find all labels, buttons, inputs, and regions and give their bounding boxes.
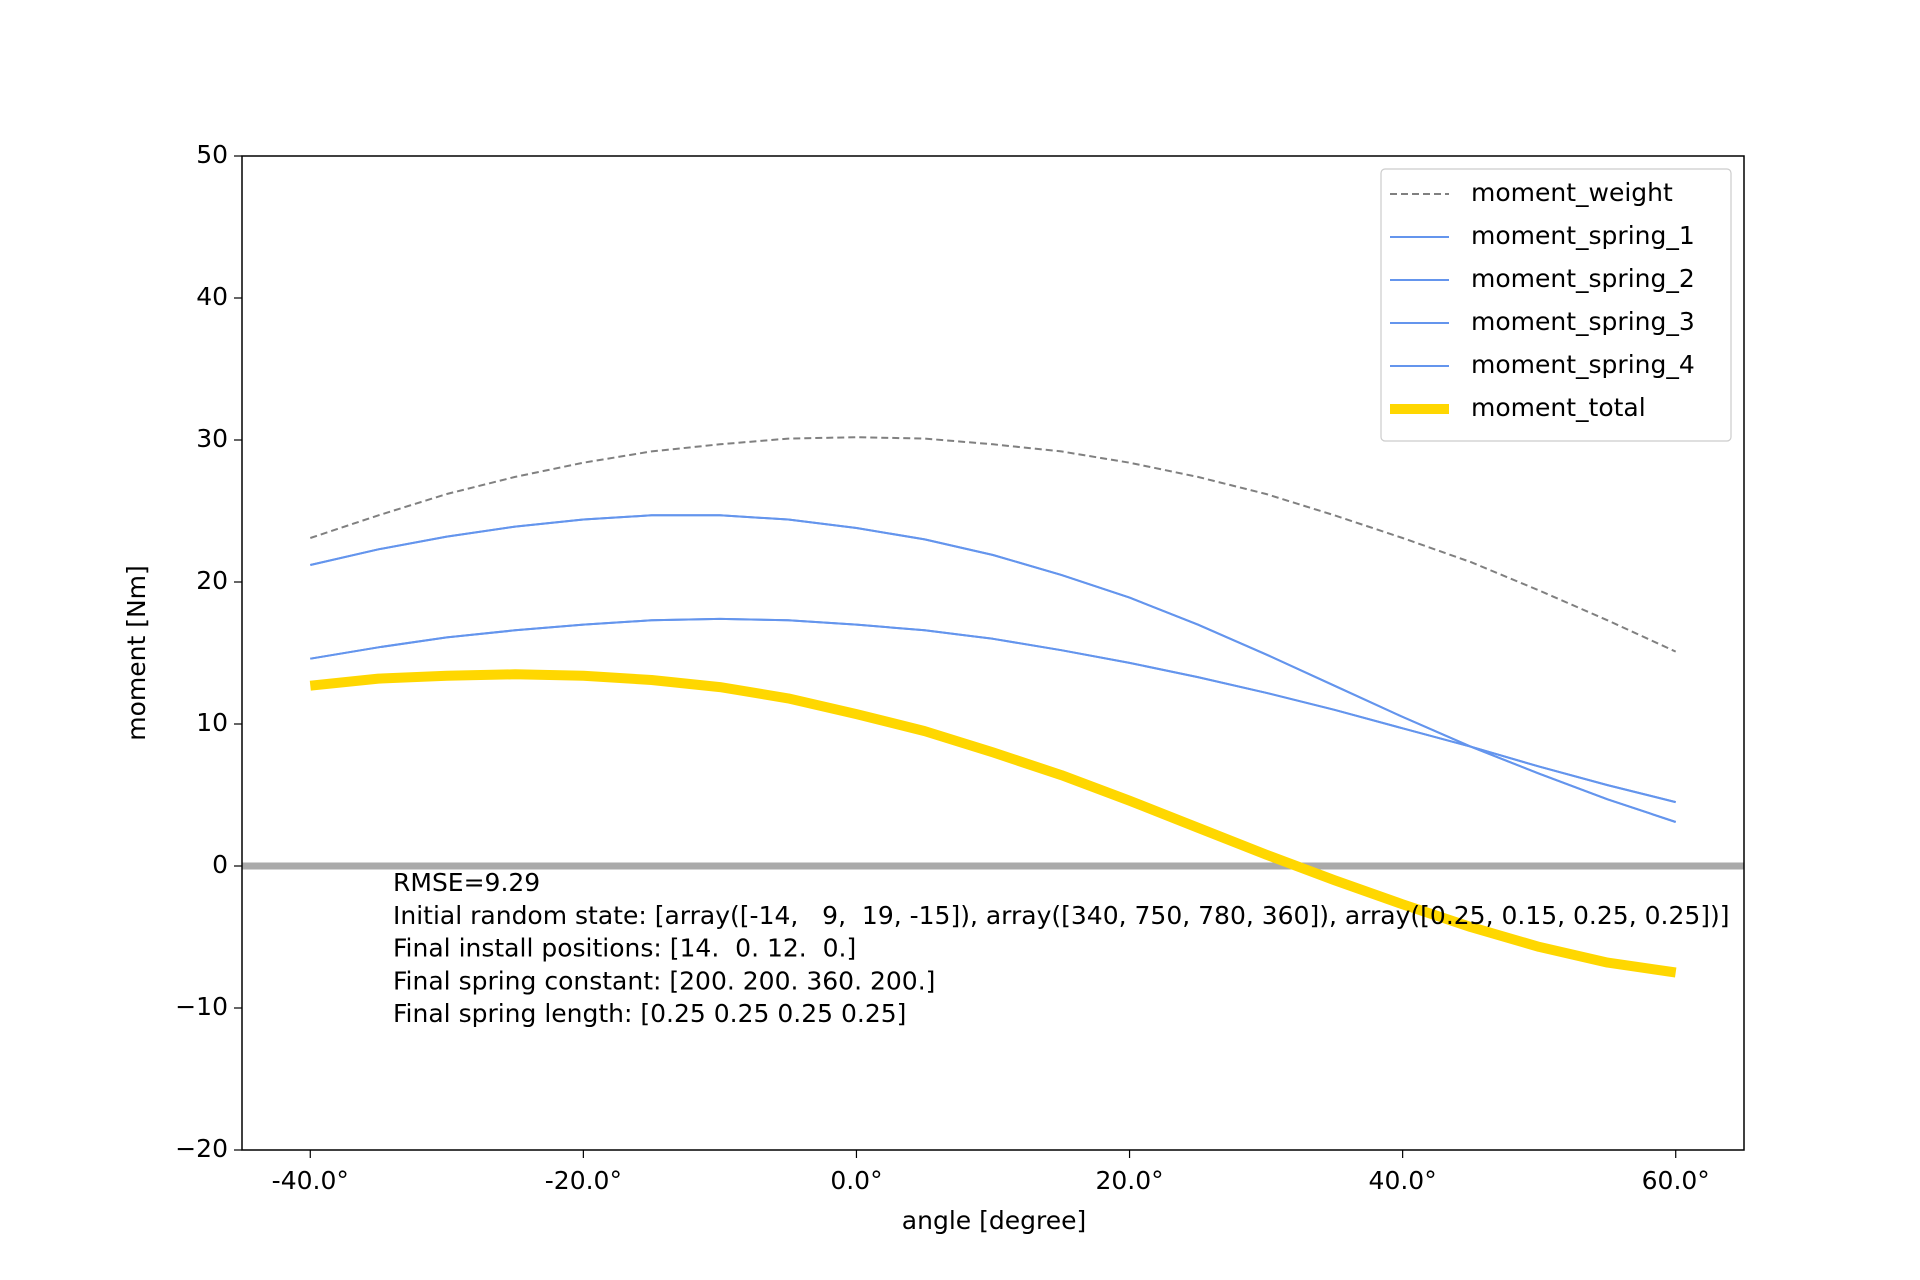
y-tick-label: 20 [196,566,228,595]
x-axis-label: angle [degree] [902,1206,1086,1235]
legend-label: moment_spring_1 [1471,221,1695,250]
series-line [310,514,1677,823]
x-tick-label: 0.0° [830,1166,882,1195]
y-axis-label: moment [Nm] [122,565,151,741]
x-tick-label: -20.0° [545,1166,622,1195]
series-line [310,617,1676,804]
annotation: RMSE=9.29 [393,868,540,897]
x-tick-label: 20.0° [1095,1166,1163,1195]
legend-label: moment_total [1471,393,1646,422]
legend-label: moment_spring_2 [1471,264,1695,293]
annotation: Final install positions: [14. 0. 12. 0.] [393,934,856,963]
legend-label: moment_weight [1471,178,1673,207]
axes-frame [241,155,1745,1151]
x-tick-label: 40.0° [1369,1166,1437,1195]
y-tick-label: −10 [175,992,228,1021]
plot-area [242,436,1744,978]
x-tick-label: 60.0° [1642,1166,1710,1195]
legend-label: moment_spring_4 [1471,350,1695,379]
series-line [310,617,1676,804]
y-tick-label: 10 [196,708,228,737]
annotation: Final spring length: [0.25 0.25 0.25 0.2… [393,999,906,1028]
y-tick-label: −20 [175,1134,228,1163]
y-tick-label: 50 [196,140,228,169]
legend-box [1380,168,1732,442]
legend: moment_weight moment_spring_1 moment_sprin… [1380,168,1732,442]
y-tick-label: 30 [196,424,228,453]
y-tick-label: 40 [196,282,228,311]
legend-label: moment_spring_3 [1471,307,1695,336]
y-tick-label: 0 [212,850,228,879]
x-tick-label: -40.0° [272,1166,349,1195]
series-line [309,669,1677,978]
annotation: Final spring constant: [200. 200. 360. 2… [393,966,935,995]
series-line [309,436,1677,653]
annotation: Initial random state: [array([-14, 9, 19… [393,901,1730,930]
